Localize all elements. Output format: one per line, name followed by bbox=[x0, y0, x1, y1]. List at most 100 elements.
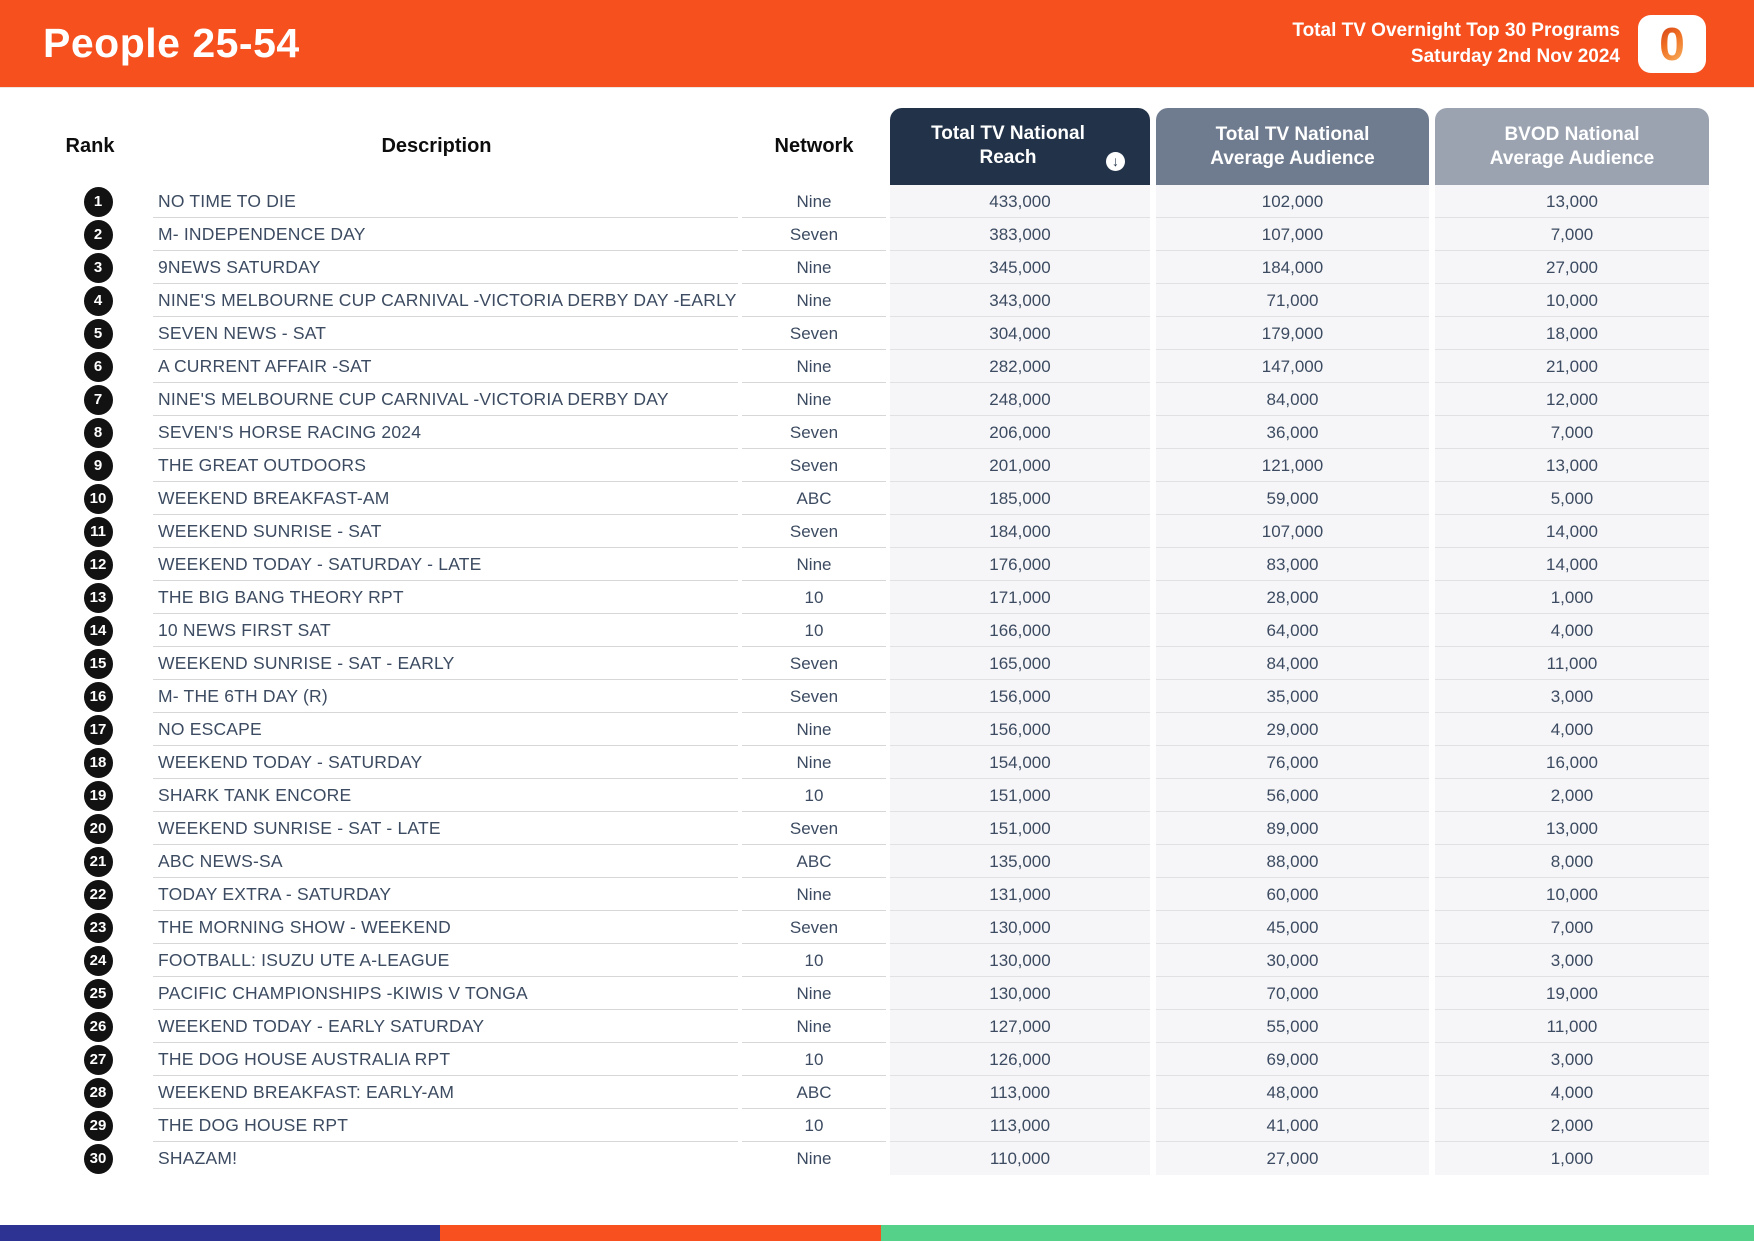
bvod-audience-value: 8,000 bbox=[1435, 845, 1709, 878]
table-row: 29 THE DOG HOUSE RPT 10 113,000 41,000 2… bbox=[45, 1109, 1709, 1142]
rank-badge: 11 bbox=[83, 516, 113, 547]
header-banner: People 25-54 Total TV Overnight Top 30 P… bbox=[0, 0, 1754, 88]
column-header-reach[interactable]: Total TV National Reach ↓ bbox=[890, 108, 1150, 185]
program-description: NINE'S MELBOURNE CUP CARNIVAL -VICTORIA … bbox=[135, 383, 738, 416]
program-network: Nine bbox=[742, 878, 886, 911]
rank-badge: 1 bbox=[83, 186, 113, 217]
rank-badge: 15 bbox=[83, 648, 113, 679]
column-header-description: Description bbox=[381, 135, 492, 157]
table-row: 10 WEEKEND BREAKFAST-AM ABC 185,000 59,0… bbox=[45, 482, 1709, 515]
reach-value: 130,000 bbox=[890, 977, 1150, 1010]
rank-badge: 10 bbox=[83, 483, 113, 514]
table-row: 11 WEEKEND SUNRISE - SAT Seven 184,000 1… bbox=[45, 515, 1709, 548]
column-header-rank: Rank bbox=[65, 135, 115, 157]
program-network: ABC bbox=[742, 1076, 886, 1109]
reach-value: 110,000 bbox=[890, 1142, 1150, 1175]
reach-value: 343,000 bbox=[890, 284, 1150, 317]
reach-value: 206,000 bbox=[890, 416, 1150, 449]
table-row: 21 ABC NEWS-SA ABC 135,000 88,000 8,000 bbox=[45, 845, 1709, 878]
table-row: 20 WEEKEND SUNRISE - SAT - LATE Seven 15… bbox=[45, 812, 1709, 845]
rank-badge: 28 bbox=[83, 1077, 113, 1108]
program-description: FOOTBALL: ISUZU UTE A-LEAGUE bbox=[135, 944, 738, 977]
program-description: SHAZAM! bbox=[158, 1148, 238, 1168]
avg-audience-value: 27,000 bbox=[1156, 1142, 1429, 1175]
rank-cell: 4 bbox=[45, 284, 135, 317]
report-subtitle: Total TV Overnight Top 30 Programs bbox=[1292, 19, 1620, 41]
rank-badge: 21 bbox=[83, 846, 113, 877]
avg-audience-value: 45,000 bbox=[1156, 911, 1429, 944]
reach-value: 166,000 bbox=[890, 614, 1150, 647]
reach-value: 184,000 bbox=[890, 515, 1150, 548]
program-network: Seven bbox=[742, 680, 886, 713]
avg-audience-value: 89,000 bbox=[1156, 812, 1429, 845]
rank-badge: 25 bbox=[83, 978, 113, 1009]
program-network: Nine bbox=[742, 185, 886, 218]
avg-audience-value: 179,000 bbox=[1156, 317, 1429, 350]
rank-badge: 6 bbox=[83, 351, 113, 382]
rank-cell: 19 bbox=[45, 779, 135, 812]
rank-badge: 16 bbox=[83, 681, 113, 712]
bvod-audience-value: 1,000 bbox=[1435, 1142, 1709, 1175]
rank-badge: 12 bbox=[83, 549, 113, 580]
program-network: Nine bbox=[742, 350, 886, 383]
reach-value: 151,000 bbox=[890, 812, 1150, 845]
oztam-logo-glyph: 0 bbox=[1659, 17, 1685, 70]
table-row: 9 THE GREAT OUTDOORS Seven 201,000 121,0… bbox=[45, 449, 1709, 482]
bvod-audience-value: 18,000 bbox=[1435, 317, 1709, 350]
bvod-audience-value: 13,000 bbox=[1435, 812, 1709, 845]
sort-descending-icon[interactable]: ↓ bbox=[1106, 151, 1125, 171]
rank-cell: 2 bbox=[45, 218, 135, 251]
bvod-audience-value: 4,000 bbox=[1435, 614, 1709, 647]
program-network: Seven bbox=[742, 911, 886, 944]
program-network: Nine bbox=[742, 251, 886, 284]
program-network: 10 bbox=[742, 1109, 886, 1142]
program-description: WEEKEND TODAY - EARLY SATURDAY bbox=[135, 1010, 738, 1043]
program-description: WEEKEND TODAY - SATURDAY bbox=[135, 746, 738, 779]
rank-badge: 20 bbox=[83, 813, 113, 844]
table-row: 25 PACIFIC CHAMPIONSHIPS -KIWIS V TONGA … bbox=[45, 977, 1709, 1010]
reach-value: 130,000 bbox=[890, 911, 1150, 944]
avg-audience-value: 84,000 bbox=[1156, 647, 1429, 680]
rank-cell: 15 bbox=[45, 647, 135, 680]
table-row: 23 THE MORNING SHOW - WEEKEND Seven 130,… bbox=[45, 911, 1709, 944]
reach-value: 304,000 bbox=[890, 317, 1150, 350]
bvod-audience-value: 4,000 bbox=[1435, 713, 1709, 746]
program-network: 10 bbox=[742, 581, 886, 614]
bvod-audience-value: 2,000 bbox=[1435, 1109, 1709, 1142]
reach-value: 113,000 bbox=[890, 1076, 1150, 1109]
reach-value: 113,000 bbox=[890, 1109, 1150, 1142]
avg-audience-value: 107,000 bbox=[1156, 218, 1429, 251]
avg-audience-value: 56,000 bbox=[1156, 779, 1429, 812]
program-description: SHARK TANK ENCORE bbox=[135, 779, 738, 812]
avg-audience-value: 102,000 bbox=[1156, 185, 1429, 218]
table-row: 4 NINE'S MELBOURNE CUP CARNIVAL -VICTORI… bbox=[45, 284, 1709, 317]
page-title: People 25-54 bbox=[43, 20, 300, 66]
reach-value: 151,000 bbox=[890, 779, 1150, 812]
bvod-audience-value: 5,000 bbox=[1435, 482, 1709, 515]
program-description: WEEKEND SUNRISE - SAT - EARLY bbox=[135, 647, 738, 680]
program-description: WEEKEND BREAKFAST-AM bbox=[135, 482, 738, 515]
avg-audience-value: 147,000 bbox=[1156, 350, 1429, 383]
program-description: THE BIG BANG THEORY RPT bbox=[135, 581, 738, 614]
rank-badge: 19 bbox=[83, 780, 113, 811]
program-network: 10 bbox=[742, 779, 886, 812]
program-network: Seven bbox=[742, 218, 886, 251]
avg-audience-value: 76,000 bbox=[1156, 746, 1429, 779]
avg-audience-value: 83,000 bbox=[1156, 548, 1429, 581]
bvod-audience-value: 12,000 bbox=[1435, 383, 1709, 416]
column-header-network: Network bbox=[774, 135, 854, 157]
rank-cell: 21 bbox=[45, 845, 135, 878]
program-description: WEEKEND SUNRISE - SAT - LATE bbox=[135, 812, 738, 845]
table-row: 2 M- INDEPENDENCE DAY Seven 383,000 107,… bbox=[45, 218, 1709, 251]
program-network: Seven bbox=[742, 647, 886, 680]
rank-badge: 8 bbox=[83, 417, 113, 448]
program-network: Seven bbox=[742, 317, 886, 350]
bvod-audience-value: 7,000 bbox=[1435, 218, 1709, 251]
rank-cell: 26 bbox=[45, 1010, 135, 1043]
table-row: 15 WEEKEND SUNRISE - SAT - EARLY Seven 1… bbox=[45, 647, 1709, 680]
table-row: 13 THE BIG BANG THEORY RPT 10 171,000 28… bbox=[45, 581, 1709, 614]
program-description: TODAY EXTRA - SATURDAY bbox=[135, 878, 738, 911]
rank-cell: 23 bbox=[45, 911, 135, 944]
rank-cell: 3 bbox=[45, 251, 135, 284]
